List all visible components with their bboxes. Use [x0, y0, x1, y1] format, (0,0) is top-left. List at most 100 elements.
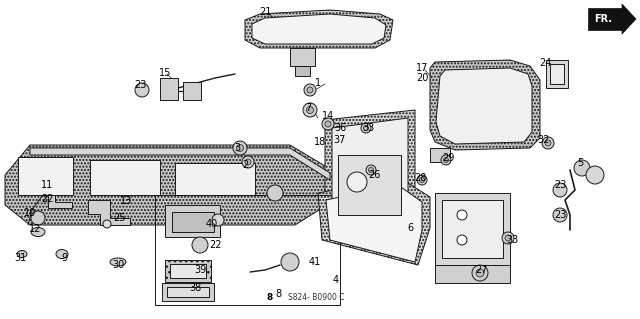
Polygon shape: [325, 110, 415, 260]
Circle shape: [457, 210, 467, 220]
Circle shape: [441, 155, 451, 165]
Circle shape: [304, 84, 316, 96]
Polygon shape: [442, 200, 503, 258]
Circle shape: [281, 253, 299, 271]
Polygon shape: [48, 188, 72, 208]
Ellipse shape: [110, 258, 126, 266]
Circle shape: [545, 140, 551, 146]
Polygon shape: [588, 8, 625, 30]
Polygon shape: [18, 157, 73, 195]
Polygon shape: [172, 212, 214, 232]
Text: 38: 38: [189, 283, 201, 293]
Text: 11: 11: [41, 180, 53, 190]
Circle shape: [502, 232, 514, 244]
Text: 33: 33: [362, 123, 374, 133]
Circle shape: [419, 177, 424, 182]
Text: 14: 14: [322, 111, 334, 121]
Polygon shape: [435, 193, 510, 265]
Circle shape: [476, 269, 484, 277]
Text: 5: 5: [577, 158, 583, 168]
Text: 32: 32: [537, 135, 549, 145]
Text: 1: 1: [315, 78, 321, 88]
Circle shape: [472, 265, 488, 281]
Circle shape: [237, 145, 243, 152]
Polygon shape: [165, 260, 211, 282]
Circle shape: [307, 87, 313, 93]
Circle shape: [212, 214, 224, 226]
Polygon shape: [436, 68, 532, 144]
Text: 23: 23: [554, 180, 566, 190]
Polygon shape: [245, 10, 393, 48]
Text: 26: 26: [368, 170, 380, 180]
Polygon shape: [175, 163, 255, 195]
Circle shape: [586, 166, 604, 184]
Circle shape: [347, 172, 367, 192]
Text: 33: 33: [506, 235, 518, 245]
Circle shape: [103, 220, 111, 228]
Text: 39: 39: [194, 265, 206, 275]
Text: 30: 30: [112, 260, 124, 270]
Text: 6: 6: [407, 223, 413, 233]
Text: 8: 8: [275, 289, 281, 299]
Ellipse shape: [31, 227, 45, 236]
Text: 18: 18: [314, 137, 326, 147]
Circle shape: [366, 165, 376, 175]
Text: 23: 23: [554, 210, 566, 220]
Circle shape: [361, 123, 371, 133]
Circle shape: [192, 237, 208, 253]
Polygon shape: [430, 148, 450, 162]
Text: 12: 12: [29, 224, 41, 234]
Circle shape: [233, 141, 247, 155]
Circle shape: [457, 235, 467, 245]
Ellipse shape: [17, 250, 27, 257]
Text: 23: 23: [134, 80, 146, 90]
Text: 13: 13: [120, 196, 132, 206]
Polygon shape: [167, 287, 209, 297]
Text: 40: 40: [206, 219, 218, 229]
Text: 3: 3: [234, 143, 240, 153]
Text: 21: 21: [259, 7, 271, 17]
Polygon shape: [90, 160, 160, 195]
Circle shape: [303, 103, 317, 117]
Text: 29: 29: [442, 153, 454, 163]
Polygon shape: [165, 205, 220, 237]
Text: 28: 28: [414, 173, 426, 183]
Text: FR.: FR.: [594, 14, 612, 24]
Text: 36: 36: [334, 123, 346, 133]
Text: 4: 4: [333, 275, 339, 285]
Circle shape: [417, 175, 427, 185]
Polygon shape: [318, 178, 430, 265]
Circle shape: [553, 183, 567, 197]
Circle shape: [574, 160, 590, 176]
Polygon shape: [430, 60, 540, 150]
Circle shape: [542, 137, 554, 149]
Polygon shape: [5, 145, 335, 225]
Polygon shape: [622, 4, 636, 34]
Text: 17: 17: [416, 63, 428, 73]
Circle shape: [325, 121, 331, 127]
Circle shape: [322, 118, 334, 130]
Text: 31: 31: [14, 253, 26, 263]
Circle shape: [369, 167, 374, 173]
Polygon shape: [30, 148, 330, 180]
Text: 2: 2: [242, 160, 248, 170]
Text: 20: 20: [416, 73, 428, 83]
Polygon shape: [88, 200, 130, 225]
Polygon shape: [550, 64, 564, 84]
Text: 22: 22: [41, 194, 53, 204]
Text: 10: 10: [24, 208, 36, 218]
Text: 7: 7: [305, 103, 311, 113]
Polygon shape: [160, 78, 178, 100]
Polygon shape: [338, 155, 401, 215]
Polygon shape: [435, 265, 510, 283]
Text: 25: 25: [114, 213, 126, 223]
Circle shape: [505, 235, 511, 241]
Ellipse shape: [56, 249, 68, 258]
Text: 24: 24: [539, 58, 551, 68]
Text: 27: 27: [476, 265, 488, 275]
Circle shape: [307, 107, 314, 114]
Circle shape: [267, 185, 283, 201]
Circle shape: [553, 208, 567, 222]
Text: 41: 41: [309, 257, 321, 267]
Polygon shape: [170, 264, 206, 278]
